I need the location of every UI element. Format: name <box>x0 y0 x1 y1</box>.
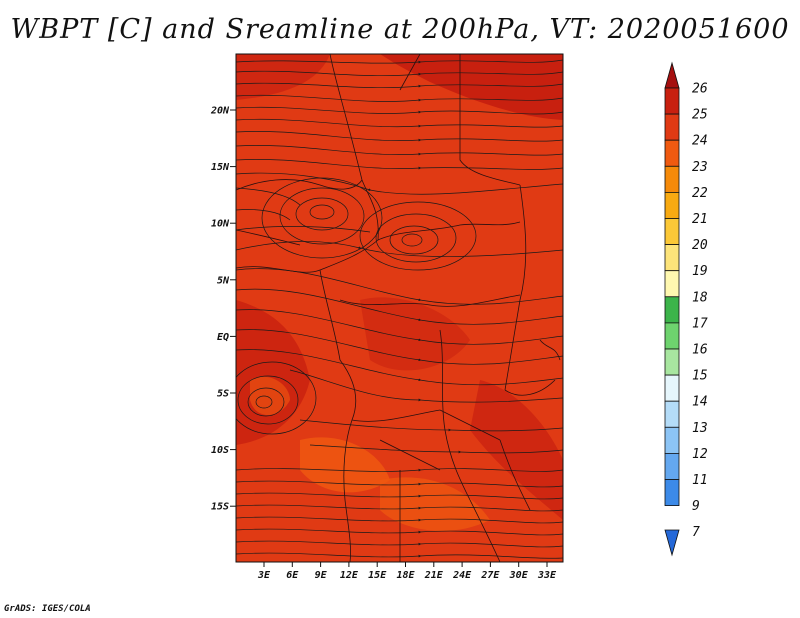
colorbar-label: 13 <box>692 421 708 436</box>
lon-tick-label: 3E <box>257 570 271 581</box>
colorbar-label: 18 <box>692 290 708 305</box>
lon-tick-label: 9E <box>315 570 328 581</box>
colorbar-segment <box>664 322 680 350</box>
colorbar-segment <box>664 426 680 454</box>
lat-tick-label: 10N <box>211 219 230 230</box>
lat-tick-label: 20N <box>210 106 230 117</box>
lon-tick-label: 18E <box>396 570 415 581</box>
colorbar-label: 24 <box>692 134 708 149</box>
lat-tick-label: 15N <box>211 162 230 173</box>
colorbar-label: 19 <box>692 264 708 279</box>
colorbar-label: 12 <box>692 447 708 462</box>
colorbar-segment <box>664 113 680 141</box>
colorbar-segment <box>664 165 680 193</box>
field-patch-w-light <box>250 376 290 415</box>
colorbar-segment <box>664 191 680 219</box>
lat-tick-label: 5S <box>217 389 229 400</box>
lon-tick-label: 12E <box>340 570 359 581</box>
field-patch-southeast <box>470 380 563 520</box>
colorbar-segment <box>664 244 680 272</box>
colorbar-label: 14 <box>692 395 708 410</box>
colorbar-label: 25 <box>692 108 708 123</box>
colorbar-segment <box>664 479 680 507</box>
lon-tick-label: 33E <box>537 570 557 581</box>
field-patch-north <box>380 54 563 120</box>
colorbar-segment <box>664 87 680 115</box>
vortex-south-atlantic <box>236 361 317 435</box>
field-patch-center <box>360 297 470 371</box>
map-frame <box>235 53 564 563</box>
colorbar-label: 15 <box>692 369 708 384</box>
field-patch-s-light <box>380 477 490 531</box>
colorbar-label: 9 <box>692 499 700 514</box>
lon-tick-label: 6E <box>286 570 299 581</box>
colorbar-label: 20 <box>692 238 708 253</box>
colorbar: 26 25 24 23 22 21 20 19 18 17 16 15 14 13 12 11 9 7 <box>664 61 708 557</box>
lat-tick-label: 5N <box>217 275 230 286</box>
colorbar-label: 22 <box>692 186 708 201</box>
longitude-axis: 3E 6E 9E 12E 15E 18E 21E 24E 27E 30E 33E <box>257 562 557 581</box>
vortex-west-africa <box>309 204 335 220</box>
colorbar-segment <box>664 61 680 89</box>
field-patch-sw-light <box>300 437 390 493</box>
colorbar-segment <box>664 296 680 324</box>
colorbar-segment <box>664 270 680 298</box>
lon-tick-label: 24E <box>452 570 472 581</box>
colorbar-segment <box>664 400 680 428</box>
colorbar-label: 11 <box>692 473 708 488</box>
vortex-central-africa <box>401 233 423 247</box>
lon-tick-label: 27E <box>480 570 500 581</box>
lat-tick-label: 15S <box>211 502 229 513</box>
colorbar-segment <box>664 218 680 246</box>
streamlines <box>236 59 563 559</box>
colorbar-label: 17 <box>692 316 708 331</box>
lon-tick-label: 30E <box>509 570 529 581</box>
colorbar-label: 26 <box>692 82 708 97</box>
chart-title: WBPT [C] and Sreamline at 200hPa, VT: 20… <box>10 14 790 45</box>
vortex-central-africa <box>389 225 439 255</box>
colorbar-label: 21 <box>692 212 708 227</box>
vortex-west-africa <box>261 177 383 259</box>
lon-tick-label: 15E <box>368 570 387 581</box>
vortex-central-africa <box>359 201 477 271</box>
colorbar-segment <box>664 374 680 402</box>
lat-tick-label: EQ <box>217 332 229 343</box>
wbpt-field <box>236 54 563 562</box>
lat-tick-label: 10S <box>211 445 229 456</box>
colorbar-segment <box>664 348 680 376</box>
vortex-south-atlantic <box>237 375 299 425</box>
vortices <box>236 177 477 435</box>
colorbar-label: 16 <box>692 343 708 358</box>
vortex-west-africa <box>279 187 365 245</box>
colorbar-label: 23 <box>692 160 708 175</box>
latitude-axis: 20N 15N 10N 5N EQ 5S 10S 15S <box>210 106 236 513</box>
vortex-west-africa <box>295 197 349 231</box>
vortex-central-africa <box>375 213 457 263</box>
grads-credit: GrADS: IGES/COLA <box>4 604 91 614</box>
vortex-south-atlantic <box>255 395 273 409</box>
colorbar-segment <box>664 139 680 167</box>
colorbar-segment <box>664 452 680 480</box>
field-patch-northwest <box>236 54 330 100</box>
colorbar-label: 7 <box>692 525 700 540</box>
colorbar-segment <box>664 529 680 557</box>
vortex-south-atlantic <box>247 387 285 417</box>
lon-tick-label: 21E <box>424 570 444 581</box>
